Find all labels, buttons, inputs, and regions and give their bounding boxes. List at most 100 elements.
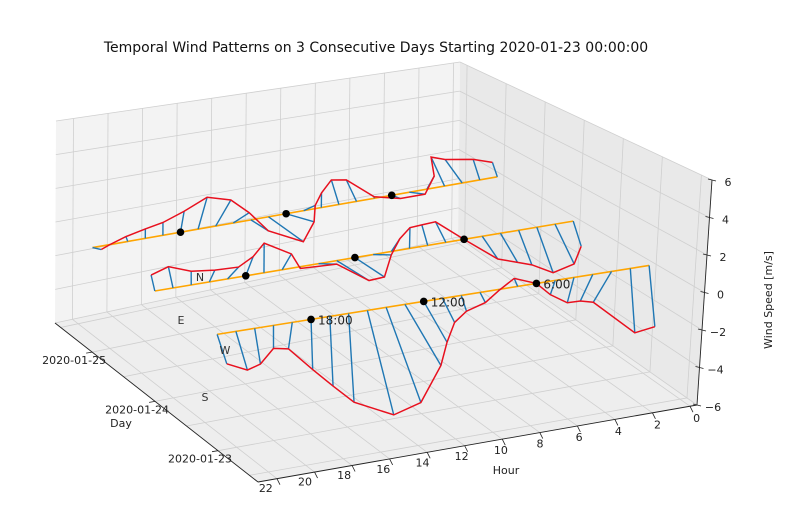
x-tick-label: 18 bbox=[337, 469, 351, 482]
wind-tip-line bbox=[100, 156, 493, 251]
wall-grid-line bbox=[55, 149, 460, 223]
wind-arrow bbox=[347, 313, 355, 403]
hour-marker-dot bbox=[532, 279, 541, 288]
wind-arrow bbox=[404, 304, 442, 366]
tick-labels: 02468101214161820222020-01-232020-01-242… bbox=[42, 176, 731, 495]
wind-arrow bbox=[444, 159, 463, 184]
wind-arrow bbox=[216, 334, 228, 365]
wind-arrow bbox=[481, 235, 499, 260]
z-tick-label: −6 bbox=[705, 401, 721, 414]
x-tick-mark bbox=[652, 412, 656, 419]
floor-grid-line bbox=[278, 274, 503, 440]
z-tick-label: −4 bbox=[707, 364, 723, 377]
wind-arrow bbox=[648, 265, 656, 327]
floor-grid-line bbox=[347, 260, 578, 427]
hour-marker-dot bbox=[419, 297, 428, 306]
x-tick-label: 2 bbox=[654, 419, 661, 432]
wall-grid-line bbox=[55, 90, 460, 156]
wind-arrow bbox=[517, 229, 533, 266]
floor-grid-line bbox=[217, 371, 650, 452]
wall-grid-line bbox=[458, 149, 705, 293]
wind-arrow bbox=[434, 221, 447, 243]
wind-arrow bbox=[268, 216, 304, 243]
floor-grid-line bbox=[313, 267, 541, 433]
chart-title: Temporal Wind Patterns on 3 Consecutive … bbox=[103, 40, 648, 56]
hour-marker-dot bbox=[307, 315, 315, 324]
series-layer: 6:00 12:00 18:00 bbox=[92, 156, 656, 416]
wind-arrow bbox=[536, 226, 554, 273]
wind-arrow bbox=[566, 277, 575, 303]
wind-arrow bbox=[254, 328, 262, 365]
wind-tip-line bbox=[150, 221, 582, 282]
x-axis-label: Hour bbox=[493, 464, 520, 477]
compass-label-s: S bbox=[202, 391, 209, 404]
x-tick-mark bbox=[389, 458, 393, 466]
z-tick-label: −2 bbox=[710, 326, 726, 339]
wind-arrow bbox=[629, 268, 636, 333]
x-axis-line bbox=[257, 404, 698, 483]
wind-arrow bbox=[572, 220, 582, 247]
wind-arrow bbox=[385, 307, 422, 403]
hour-marker-label: 12:00 bbox=[431, 295, 466, 309]
grid-lines bbox=[54, 61, 713, 479]
y-axis-label: Day bbox=[110, 417, 132, 430]
x-tick-label: 16 bbox=[376, 463, 390, 476]
x-tick-mark bbox=[426, 452, 431, 459]
wind-arrow bbox=[208, 269, 216, 283]
wall-grid-line bbox=[459, 119, 708, 256]
wind-arrow bbox=[354, 256, 385, 278]
z-tick-mark bbox=[707, 178, 717, 182]
wind-arrow bbox=[421, 224, 429, 246]
floor-grid-line bbox=[92, 267, 502, 353]
y-tick-mark bbox=[149, 400, 156, 403]
y-tick-label: 2020-01-24 bbox=[105, 403, 169, 416]
wall-grid-line bbox=[458, 207, 700, 368]
wind-arrow bbox=[330, 179, 340, 205]
floor-grid-line bbox=[72, 318, 278, 479]
compass-label-w: W bbox=[220, 344, 231, 357]
floor-grid-line bbox=[210, 289, 428, 453]
wall-grid-line bbox=[55, 207, 459, 290]
baseline-line bbox=[154, 220, 574, 292]
hour-marker-dot bbox=[387, 191, 396, 200]
wind-arrow bbox=[549, 280, 556, 295]
wind-arrow bbox=[287, 322, 293, 349]
hour-marker-dot bbox=[282, 209, 290, 218]
wind-arrow bbox=[329, 316, 334, 387]
series-2020-01-23: 6:00 12:00 18:00 bbox=[216, 264, 656, 416]
baseline-line bbox=[92, 176, 498, 249]
x-tick-label: 22 bbox=[259, 482, 273, 495]
wind-arrow bbox=[310, 319, 314, 370]
wall-grid-line bbox=[458, 178, 703, 331]
floor-grid-line bbox=[141, 304, 353, 466]
x-tick-mark bbox=[576, 425, 581, 433]
side-wall-pane bbox=[458, 62, 712, 405]
wind-arrow bbox=[479, 292, 486, 303]
wall-grid-line bbox=[55, 61, 461, 122]
wind-arrow bbox=[423, 301, 448, 343]
wind-arrow bbox=[285, 213, 315, 223]
compass-labels: N E W S bbox=[178, 271, 231, 404]
wind-arrow bbox=[472, 159, 481, 181]
floor-grid-line bbox=[106, 311, 315, 473]
compass-label-n: N bbox=[196, 271, 204, 284]
hour-marker-dot bbox=[176, 228, 185, 236]
z-tick-mark bbox=[700, 291, 709, 294]
wind-arrow bbox=[303, 204, 316, 212]
series-2020-01-24 bbox=[150, 220, 582, 292]
floor-grid-line bbox=[186, 345, 613, 427]
x-tick-label: 14 bbox=[415, 456, 429, 469]
x-tick-label: 8 bbox=[536, 437, 543, 450]
x-tick-label: 0 bbox=[693, 412, 700, 425]
wind-arrow bbox=[441, 298, 456, 323]
wind-arrow bbox=[281, 253, 292, 271]
wall-grid-line bbox=[55, 119, 460, 189]
wind-arrow bbox=[579, 274, 594, 302]
floor-grid-line bbox=[249, 397, 688, 476]
floor-grid-line bbox=[60, 241, 465, 328]
wind-arrow bbox=[491, 162, 499, 178]
z-axis-label: Wind Speed [m/s] bbox=[762, 251, 775, 349]
floor-grid-line bbox=[382, 252, 616, 420]
wind-arrow bbox=[227, 266, 240, 280]
